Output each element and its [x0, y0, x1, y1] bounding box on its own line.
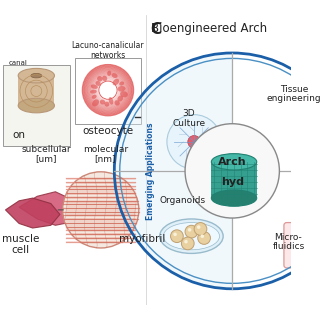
- Polygon shape: [5, 198, 60, 228]
- Circle shape: [167, 115, 221, 169]
- Ellipse shape: [95, 81, 101, 86]
- Ellipse shape: [91, 84, 98, 89]
- Text: molecular
[nm]: molecular [nm]: [83, 145, 128, 163]
- Circle shape: [184, 240, 188, 244]
- Text: canal: canal: [8, 60, 27, 66]
- Bar: [212, 162, 257, 198]
- Ellipse shape: [90, 90, 97, 93]
- Text: Arch: Arch: [218, 157, 246, 167]
- Text: Bioengineered Arch: Bioengineered Arch: [151, 22, 268, 35]
- Circle shape: [171, 230, 183, 243]
- Text: C: C: [151, 22, 162, 37]
- Ellipse shape: [117, 96, 123, 101]
- Text: myofibril: myofibril: [119, 234, 165, 244]
- Ellipse shape: [100, 100, 105, 105]
- Text: muscle
cell: muscle cell: [2, 234, 40, 255]
- Text: subcellular
[um]: subcellular [um]: [21, 145, 71, 163]
- Circle shape: [185, 225, 198, 238]
- Text: Tissue
engineering: Tissue engineering: [267, 85, 320, 103]
- Ellipse shape: [113, 79, 119, 85]
- Circle shape: [173, 233, 177, 236]
- Circle shape: [185, 124, 279, 218]
- Ellipse shape: [120, 91, 128, 97]
- Ellipse shape: [293, 93, 320, 106]
- Ellipse shape: [18, 98, 54, 113]
- Text: hyd: hyd: [221, 177, 244, 187]
- Ellipse shape: [293, 115, 320, 127]
- Ellipse shape: [102, 76, 107, 81]
- Ellipse shape: [112, 73, 117, 78]
- Text: on: on: [12, 130, 26, 140]
- FancyBboxPatch shape: [75, 59, 140, 124]
- Text: Micro-
fluidics: Micro- fluidics: [272, 233, 305, 251]
- Text: Organoids: Organoids: [159, 196, 205, 205]
- Polygon shape: [19, 192, 83, 225]
- Circle shape: [181, 237, 194, 250]
- Circle shape: [291, 248, 297, 253]
- Circle shape: [188, 228, 191, 232]
- Ellipse shape: [293, 108, 320, 120]
- Bar: [1, 15, 146, 305]
- Circle shape: [99, 81, 117, 99]
- Bar: [18, 76, 54, 106]
- Text: Lacuno-canalicular
networks: Lacuno-canalicular networks: [72, 41, 144, 60]
- Circle shape: [197, 225, 201, 229]
- FancyBboxPatch shape: [3, 65, 70, 146]
- Circle shape: [194, 223, 207, 235]
- Ellipse shape: [92, 100, 99, 107]
- Ellipse shape: [18, 68, 54, 83]
- Ellipse shape: [160, 219, 223, 253]
- FancyBboxPatch shape: [284, 223, 320, 268]
- Ellipse shape: [212, 190, 257, 206]
- Circle shape: [201, 234, 204, 238]
- Circle shape: [63, 172, 139, 248]
- Ellipse shape: [107, 71, 111, 76]
- Circle shape: [291, 237, 297, 243]
- Ellipse shape: [117, 86, 125, 92]
- Ellipse shape: [115, 100, 120, 106]
- Ellipse shape: [109, 97, 113, 105]
- Circle shape: [188, 135, 201, 148]
- Ellipse shape: [212, 154, 257, 170]
- Text: 3D
Culture: 3D Culture: [172, 109, 205, 128]
- Ellipse shape: [97, 76, 102, 82]
- Text: Emerging Applications: Emerging Applications: [146, 122, 155, 220]
- Ellipse shape: [293, 100, 320, 113]
- Ellipse shape: [31, 73, 42, 78]
- Text: osteocyte: osteocyte: [83, 126, 133, 136]
- Circle shape: [291, 243, 297, 248]
- Polygon shape: [114, 53, 232, 289]
- Ellipse shape: [119, 81, 124, 86]
- Circle shape: [198, 232, 211, 244]
- Ellipse shape: [104, 102, 109, 107]
- Ellipse shape: [92, 95, 97, 99]
- Ellipse shape: [163, 223, 220, 250]
